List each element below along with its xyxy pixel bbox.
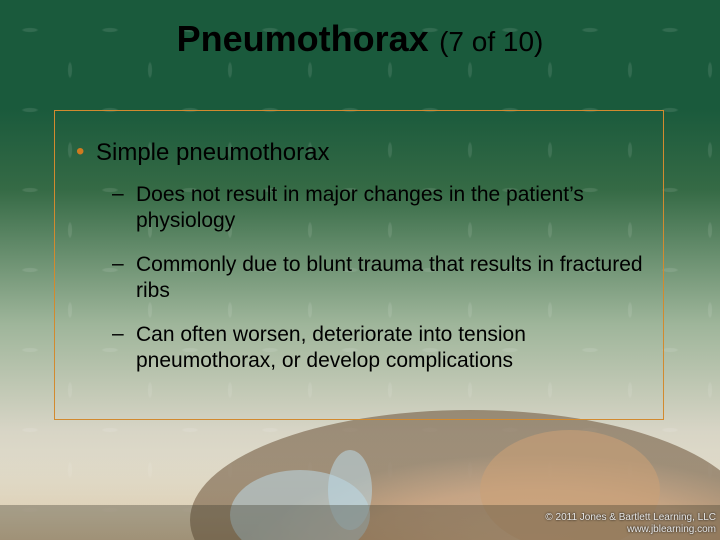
bullet-l2-marker: – xyxy=(112,182,124,206)
footer-copyright-text: © 2011 Jones & Bartlett Learning, LLC xyxy=(545,512,716,524)
bullet-l2-text-2: Commonly due to blunt trauma that result… xyxy=(136,252,646,305)
bullet-l2-marker: – xyxy=(112,322,124,346)
bullet-l2-marker: – xyxy=(112,252,124,276)
bullet-l2-text-3: Can often worsen, deteriorate into tensi… xyxy=(136,322,646,375)
bullet-l2-text-1: Does not result in major changes in the … xyxy=(136,182,646,235)
footer-url-text: www.jblearning.com xyxy=(545,524,716,536)
title-counter-text: (7 of 10) xyxy=(439,26,543,57)
slide: Pneumothorax (7 of 10) • Simple pneumoth… xyxy=(0,0,720,540)
bullet-l1-marker: • xyxy=(76,138,84,166)
title-main-text: Pneumothorax xyxy=(177,18,429,59)
bullet-l1-text: Simple pneumothorax xyxy=(96,138,656,168)
footer-copyright: © 2011 Jones & Bartlett Learning, LLC ww… xyxy=(545,512,716,536)
slide-title: Pneumothorax (7 of 10) xyxy=(0,18,720,60)
